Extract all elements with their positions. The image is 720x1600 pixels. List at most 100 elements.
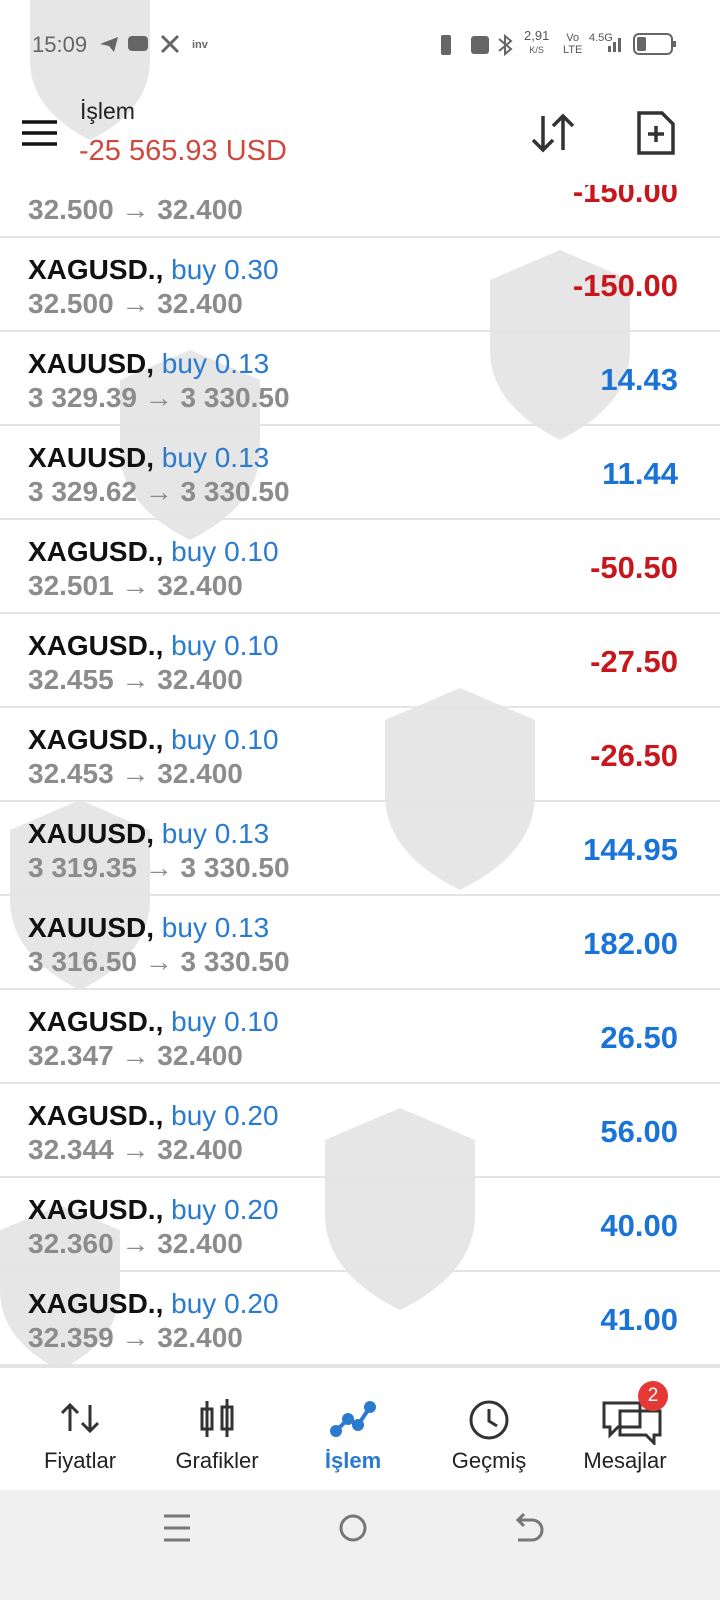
symbol: XAGUSD., bbox=[28, 630, 164, 661]
nav-label[interactable]: Grafikler bbox=[175, 1448, 259, 1473]
trade-title: XAGUSD., buy 0.20 bbox=[28, 1100, 279, 1132]
symbol: XAGUSD., bbox=[28, 1006, 164, 1037]
symbol: XAGUSD., bbox=[28, 536, 164, 567]
profit: 144.95 bbox=[583, 832, 678, 868]
symbol: XAUUSD, bbox=[28, 912, 155, 943]
profit-value: 144.95 bbox=[583, 832, 678, 867]
price-range: 32.360 → 32.400 bbox=[28, 1228, 243, 1259]
nav-label[interactable]: Geçmiş bbox=[451, 1448, 527, 1473]
prices: 3 329.62 → 3 330.50 bbox=[28, 476, 290, 508]
trade-title: XAGUSD., buy 0.10 bbox=[28, 724, 279, 756]
side: buy 0.20 bbox=[171, 1100, 279, 1131]
profit-value: -150.00 bbox=[572, 268, 678, 303]
prices: 32.500 → 32.400 bbox=[28, 288, 243, 320]
price-range: 32.347 → 32.400 bbox=[28, 1040, 243, 1071]
side: buy 0.20 bbox=[171, 1288, 279, 1319]
speed: 2,91 K/S bbox=[524, 29, 549, 57]
profit-value: -27.50 bbox=[590, 644, 678, 679]
profit: -150.00 bbox=[573, 268, 678, 304]
side: buy 0.13 bbox=[161, 442, 270, 473]
profit-value: 41.00 bbox=[600, 1302, 678, 1337]
sort-button[interactable] bbox=[530, 112, 576, 154]
trade-row[interactable]: XAGUSD., buy 0.10 32.501 → 32.400 -50.50 bbox=[0, 520, 720, 614]
side: buy 0.13 bbox=[161, 818, 270, 849]
prices: 32.344 → 32.400 bbox=[28, 1134, 243, 1166]
signal-battery bbox=[608, 33, 676, 55]
trade-title: XAGUSD., buy 0.30 bbox=[28, 254, 279, 286]
nav-label[interactable]: Fiyatlar bbox=[43, 1448, 117, 1473]
price-range: 3 319.35 → 3 330.50 bbox=[28, 852, 290, 883]
trade-row[interactable]: XAGUSD., buy 0.20 32.359 → 32.400 41.00 bbox=[0, 1272, 720, 1366]
trade-list: 32.500 → 32.400 -150.00 XAGUSD., buy 0.30 3… bbox=[0, 185, 720, 1366]
symbol: XAGUSD., bbox=[28, 1288, 164, 1319]
trade-title: XAGUSD., buy 0.20 bbox=[28, 1288, 279, 1320]
symbol: XAUUSD, bbox=[28, 348, 155, 379]
profit: -150.00 bbox=[573, 185, 678, 210]
price-range: 3 329.62 → 3 330.50 bbox=[28, 476, 290, 507]
profit-value: 40.00 bbox=[600, 1208, 678, 1243]
nav-label[interactable]: İşlem bbox=[324, 1448, 382, 1473]
side: buy 0.30 bbox=[171, 254, 279, 285]
profit: 26.50 bbox=[600, 1020, 678, 1056]
symbol: XAGUSD., bbox=[28, 1194, 164, 1225]
trade-row[interactable]: XAGUSD., buy 0.30 32.500 → 32.400 -150.00 bbox=[0, 238, 720, 332]
menu-button[interactable] bbox=[20, 118, 60, 148]
message-badge: 2 bbox=[638, 1381, 668, 1411]
trade-title: XAGUSD., buy 0.10 bbox=[28, 536, 279, 568]
profit: 182.00 bbox=[583, 926, 678, 962]
side: buy 0.10 bbox=[171, 724, 279, 755]
nav-label[interactable]: Mesajlar bbox=[583, 1448, 667, 1473]
profit-value: 182.00 bbox=[583, 926, 678, 961]
prices: 3 329.39 → 3 330.50 bbox=[28, 382, 290, 414]
price-range: 3 329.39 → 3 330.50 bbox=[28, 382, 290, 413]
profit: -50.50 bbox=[590, 550, 678, 586]
trade-title: XAUUSD, buy 0.13 bbox=[28, 348, 269, 380]
side: buy 0.10 bbox=[171, 630, 279, 661]
trade-title: XAGUSD., buy 0.20 bbox=[28, 1194, 279, 1226]
side: buy 0.20 bbox=[171, 1194, 279, 1225]
symbol: XAGUSD., bbox=[28, 724, 164, 755]
profit: -27.50 bbox=[590, 644, 678, 680]
price-range: 32.500 → 32.400 bbox=[28, 288, 243, 319]
profit: -26.50 bbox=[590, 738, 678, 774]
new-order-button[interactable] bbox=[636, 110, 676, 156]
trade-title: XAUUSD, buy 0.13 bbox=[28, 818, 269, 850]
trade-row[interactable]: XAGUSD., buy 0.20 32.360 → 32.400 40.00 bbox=[0, 1178, 720, 1272]
profit-value: -50.50 bbox=[590, 550, 678, 585]
price-range: 32.501 → 32.400 bbox=[28, 570, 243, 601]
prices: 32.360 → 32.400 bbox=[28, 1228, 243, 1260]
trade-row[interactable]: XAUUSD, buy 0.13 3 319.35 → 3 330.50 144.9… bbox=[0, 802, 720, 896]
symbol: XAGUSD., bbox=[28, 254, 164, 285]
trade-row[interactable]: XAGUSD., buy 0.10 32.347 → 32.400 26.50 bbox=[0, 990, 720, 1084]
side: buy 0.10 bbox=[171, 536, 279, 567]
profit: 14.43 bbox=[600, 362, 678, 398]
prices: 32.453 → 32.400 bbox=[28, 758, 243, 790]
profit-value: 26.50 bbox=[600, 1020, 678, 1055]
trade-row[interactable]: XAUUSD, buy 0.13 3 329.39 → 3 330.50 14.43 bbox=[0, 332, 720, 426]
prices: 32.359 → 32.400 bbox=[28, 1322, 243, 1354]
nav-icons bbox=[60, 1399, 662, 1445]
svg-text:inv: inv bbox=[192, 39, 209, 51]
trade-row[interactable]: XAGUSD., buy 0.10 32.455 → 32.400 -27.50 bbox=[0, 614, 720, 708]
prices: 3 319.35 → 3 330.50 bbox=[28, 852, 290, 884]
prices: 32.347 → 32.400 bbox=[28, 1040, 243, 1072]
profit-value: 14.43 bbox=[600, 362, 678, 397]
trade-row[interactable]: XAGUSD., buy 0.20 32.344 → 32.400 56.00 bbox=[0, 1084, 720, 1178]
profit-value: 11.44 bbox=[602, 456, 678, 491]
trade-row[interactable]: 32.500 → 32.400 -150.00 bbox=[0, 185, 720, 238]
profit-value: -150.00 bbox=[572, 185, 678, 209]
trade-row[interactable]: XAGUSD., buy 0.10 32.453 → 32.400 -26.50 bbox=[0, 708, 720, 802]
profit-value: -26.50 bbox=[590, 738, 678, 773]
trade-title: XAGUSD., buy 0.10 bbox=[28, 630, 279, 662]
trade-row[interactable]: XAUUSD, buy 0.13 3 316.50 → 3 330.50 182.0… bbox=[0, 896, 720, 990]
speed-value: 2,91 bbox=[524, 28, 550, 43]
trade-row[interactable]: XAUUSD, buy 0.13 3 329.62 → 3 330.50 11.44 bbox=[0, 426, 720, 520]
header-title: İşlem bbox=[80, 98, 135, 124]
prices: 32.455 → 32.400 bbox=[28, 664, 243, 696]
trade-title: XAUUSD, buy 0.13 bbox=[28, 442, 269, 474]
notification-icons: inv bbox=[100, 34, 210, 54]
speed-unit: K/S bbox=[529, 45, 544, 55]
side: buy 0.13 bbox=[161, 348, 270, 379]
